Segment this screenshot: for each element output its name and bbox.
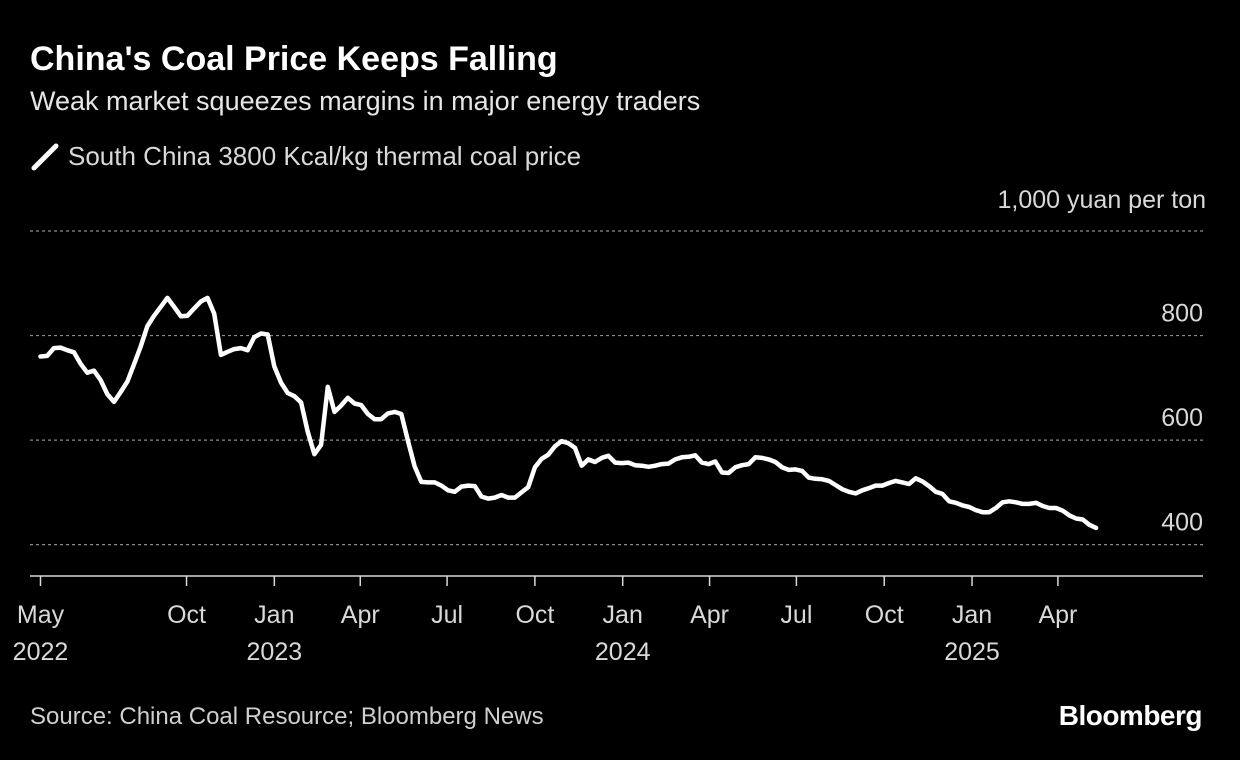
x-tick-label: Jan	[952, 601, 992, 629]
x-tick-label: May	[17, 601, 65, 629]
x-tick-year-label: 2024	[595, 638, 651, 666]
x-tick-label: Apr	[690, 601, 729, 629]
x-tick-label: Oct	[167, 601, 206, 629]
legend-line-icon	[31, 143, 59, 170]
legend-label: South China 3800 Kcal/kg thermal coal pr…	[68, 141, 582, 171]
x-tick-label: Apr	[341, 601, 380, 629]
series-line-coal-price	[38, 295, 1099, 531]
y-tick-label: 800	[1161, 300, 1203, 328]
x-tick-label: Jan	[603, 601, 643, 629]
y-tick-label: 600	[1161, 404, 1203, 432]
x-tick-year-label: 2023	[247, 638, 303, 666]
bloomberg-logo: Bloomberg	[1058, 700, 1203, 731]
x-tick-label: Oct	[515, 601, 554, 629]
source-note: Source: China Coal Resource; Bloomberg N…	[30, 703, 544, 730]
y-tick-label: 400	[1161, 509, 1203, 537]
x-tick-label: Apr	[1038, 601, 1077, 629]
x-tick-label: Jul	[780, 601, 812, 629]
x-tick-label: Jan	[254, 601, 294, 629]
chart-title: China's Coal Price Keeps Falling	[30, 40, 558, 78]
x-tick-year-label: 2025	[944, 638, 1000, 666]
x-tick-year-label: 2022	[13, 638, 69, 666]
chart-subtitle: Weak market squeezes margins in major en…	[30, 86, 701, 116]
x-tick-label: Jul	[431, 601, 463, 629]
x-tick-label: Oct	[865, 601, 904, 629]
y-axis-unit-label: 1,000 yuan per ton	[997, 186, 1207, 214]
legend: South China 3800 Kcal/kg thermal coal pr…	[30, 141, 581, 172]
